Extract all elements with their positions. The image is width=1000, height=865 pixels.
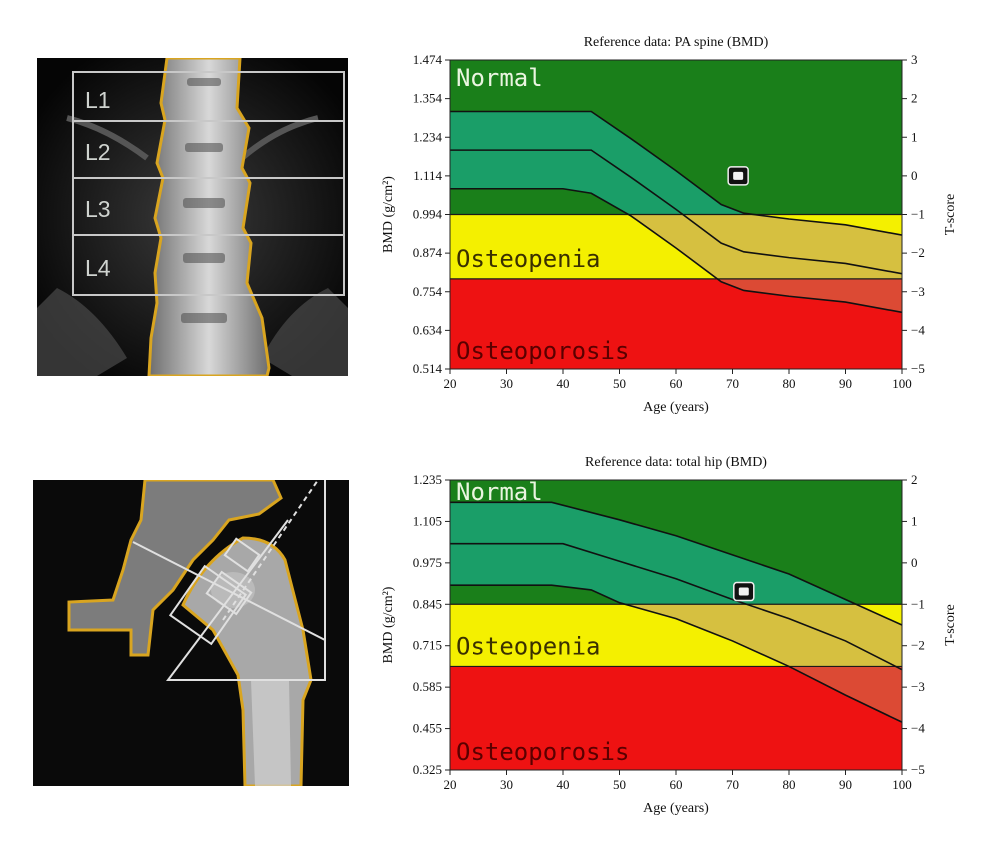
x-tick-label: 20 bbox=[444, 376, 457, 391]
y2-tick-label: −4 bbox=[911, 322, 925, 337]
x-axis-label: Age (years) bbox=[643, 400, 709, 415]
y2-tick-label: −3 bbox=[911, 679, 925, 694]
y2-tick-label: −1 bbox=[911, 596, 925, 611]
y-axis-label: BMD (g/cm²) bbox=[381, 176, 396, 253]
x-tick-label: 70 bbox=[726, 777, 739, 792]
plot-area bbox=[450, 60, 902, 369]
y-axis-label: BMD (g/cm²) bbox=[381, 586, 396, 663]
y-tick-label: 0.874 bbox=[413, 245, 443, 260]
reference-curve-2 bbox=[450, 542, 902, 671]
y-tick-label: 0.585 bbox=[413, 679, 442, 694]
y-tick-label: 1.105 bbox=[413, 513, 442, 528]
x-tick-label: 40 bbox=[557, 376, 570, 391]
y2-tick-label: −2 bbox=[911, 245, 925, 260]
x-tick-label: 60 bbox=[670, 376, 683, 391]
vertebra-label-l3: L3 bbox=[85, 196, 111, 222]
x-tick-label: 80 bbox=[783, 777, 796, 792]
hip-reference-chart: Normal Osteopenia Osteoporosis Reference da… bbox=[365, 448, 990, 865]
y2-tick-label: 0 bbox=[911, 555, 918, 570]
x-tick-label: 60 bbox=[670, 777, 683, 792]
y2-tick-label: 2 bbox=[911, 472, 918, 487]
vertebra-label-l2: L2 bbox=[85, 139, 111, 165]
chart-title: Reference data: PA spine (BMD) bbox=[584, 35, 769, 50]
x-tick-label: 50 bbox=[613, 777, 626, 792]
y-tick-label: 1.114 bbox=[413, 168, 442, 183]
x-tick-label: 100 bbox=[892, 777, 912, 792]
y2-tick-label: −3 bbox=[911, 284, 925, 299]
zone-label-normal: Normal bbox=[456, 64, 543, 92]
zone-label-osteopenia: Osteopenia bbox=[456, 632, 601, 660]
y2-tick-label: 1 bbox=[911, 513, 918, 528]
zone-label-osteopenia: Osteopenia bbox=[456, 245, 601, 273]
y-tick-label: 0.634 bbox=[413, 322, 443, 337]
reference-curve-3 bbox=[450, 187, 902, 314]
y2-tick-label: −5 bbox=[911, 361, 925, 376]
spine-bone-outline bbox=[147, 58, 271, 376]
y-tick-label: 1.235 bbox=[413, 472, 442, 487]
reference-band-osteopenia bbox=[625, 604, 902, 667]
x-tick-label: 70 bbox=[726, 376, 739, 391]
x-tick-label: 20 bbox=[444, 777, 457, 792]
chart-title: Reference data: total hip (BMD) bbox=[585, 455, 767, 470]
y-tick-label: 0.994 bbox=[413, 207, 443, 222]
patient-marker-center bbox=[738, 587, 749, 596]
y2-tick-label: 3 bbox=[911, 52, 918, 67]
reference-band-normal bbox=[450, 502, 857, 605]
spine-dxa-image: L1 L2 L3 L4 bbox=[37, 58, 348, 376]
x-tick-label: 100 bbox=[892, 376, 912, 391]
y-tick-label: 1.354 bbox=[413, 91, 443, 106]
y2-tick-label: 0 bbox=[911, 168, 918, 183]
patient-marker-center bbox=[733, 171, 744, 180]
vertebra-label-l4: L4 bbox=[85, 255, 111, 281]
y2-tick-label: −4 bbox=[911, 721, 925, 736]
zone-label-osteoporosis: Osteoporosis bbox=[456, 337, 629, 365]
y-tick-label: 1.234 bbox=[413, 129, 443, 144]
plot-area bbox=[450, 480, 902, 770]
x-tick-label: 40 bbox=[557, 777, 570, 792]
reference-curve-1 bbox=[450, 501, 902, 626]
zone-label-osteoporosis: Osteoporosis bbox=[456, 738, 629, 766]
reference-curve-2 bbox=[450, 149, 902, 275]
y2-tick-label: 1 bbox=[911, 129, 918, 144]
x-tick-label: 50 bbox=[613, 376, 626, 391]
x-tick-label: 30 bbox=[500, 777, 513, 792]
y2-axis-label: T-score bbox=[943, 604, 958, 645]
reference-curve-3 bbox=[450, 584, 902, 723]
x-tick-label: 90 bbox=[839, 777, 852, 792]
y-tick-label: 0.325 bbox=[413, 762, 442, 777]
zone-label-normal: Normal bbox=[456, 478, 543, 506]
y-tick-label: 1.474 bbox=[413, 52, 443, 67]
y-tick-label: 0.715 bbox=[413, 638, 442, 653]
reference-curve-1 bbox=[450, 110, 902, 236]
vertebra-label-l1: L1 bbox=[85, 87, 111, 113]
x-tick-label: 30 bbox=[500, 376, 513, 391]
x-tick-label: 80 bbox=[783, 376, 796, 391]
y2-tick-label: −2 bbox=[911, 638, 925, 653]
y2-axis-label: T-score bbox=[943, 194, 958, 235]
y2-tick-label: 2 bbox=[911, 91, 918, 106]
spine-reference-chart: Normal Osteopenia Osteoporosis Reference da… bbox=[365, 28, 990, 440]
hip-dxa-image bbox=[33, 480, 349, 786]
reference-band-osteoporosis bbox=[717, 278, 902, 313]
y-tick-label: 0.514 bbox=[413, 361, 443, 376]
y-tick-label: 0.845 bbox=[413, 596, 442, 611]
y-tick-label: 0.455 bbox=[413, 721, 442, 736]
y-tick-label: 0.975 bbox=[413, 555, 442, 570]
x-tick-label: 90 bbox=[839, 376, 852, 391]
y2-tick-label: −5 bbox=[911, 762, 925, 777]
y-tick-label: 0.754 bbox=[413, 284, 443, 299]
y2-tick-label: −1 bbox=[911, 207, 925, 222]
x-axis-label: Age (years) bbox=[643, 801, 709, 816]
